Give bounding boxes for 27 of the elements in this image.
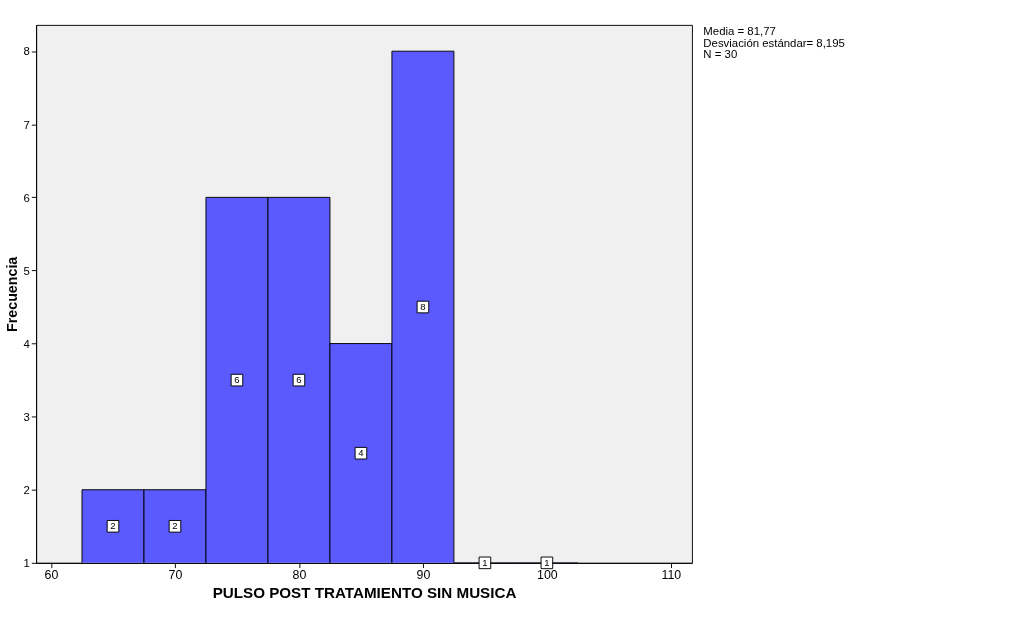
y-tick-label: 1 [23,557,30,570]
y-tick-label: 4 [23,337,30,350]
y-tick-label: 7 [23,118,30,131]
data-label: 1 [482,556,488,568]
data-label: 2 [110,520,116,532]
x-tick-label: 110 [661,568,682,583]
text: Desviación estándar= 8,195 [703,36,845,49]
y-tick-label: 2 [23,484,30,497]
data-label: 6 [234,373,240,385]
x-tick-label: 70 [168,568,183,583]
x-tick-label: 60 [44,568,59,583]
y-tick-label: 6 [23,191,30,204]
text: Media = 81,77 [703,25,776,38]
data-label: 2 [172,520,178,532]
text: N = 30 [703,48,738,61]
data-label: 4 [358,447,364,459]
x-tick-label: 80 [292,568,307,583]
y-tick-label: 8 [23,45,30,58]
data-label: 8 [420,300,426,312]
x-axis-title: PULSO POST TRATAMIENTO SIN MUSICA [212,584,517,602]
data-label: 1 [544,556,550,568]
data-label: 6 [296,373,302,385]
y-tick-label: 5 [23,264,30,277]
x-tick-label: 100 [537,568,558,583]
y-tick-label: 3 [23,410,30,423]
x-tick-label: 90 [416,568,431,583]
y-axis-title: Frecuencia [3,255,20,332]
